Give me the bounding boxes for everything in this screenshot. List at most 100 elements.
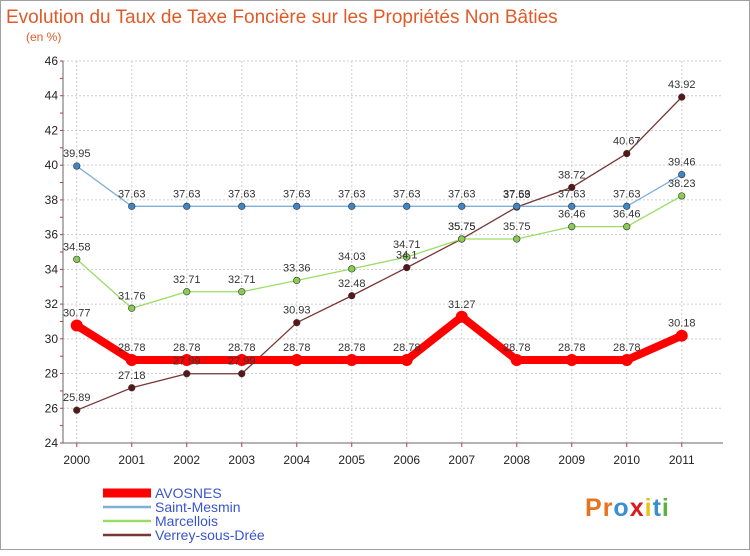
y-tick-label: 34 <box>45 262 59 276</box>
data-point <box>73 162 81 170</box>
data-point <box>70 319 83 332</box>
data-point <box>678 192 686 200</box>
data-point <box>348 265 356 273</box>
data-label: 35.75 <box>448 221 476 233</box>
data-label: 28.78 <box>228 342 256 354</box>
x-tick-label: 2002 <box>173 453 200 467</box>
data-point <box>125 354 138 367</box>
data-label: 39.46 <box>668 157 696 169</box>
y-tick-label: 46 <box>45 54 59 68</box>
data-label: 37.63 <box>393 188 421 200</box>
x-tick-label: 2003 <box>228 453 255 467</box>
data-label: 37.59 <box>503 189 531 201</box>
data-label: 28.78 <box>503 342 531 354</box>
data-label: 37.63 <box>338 188 366 200</box>
legend-label: Marcellois <box>155 513 218 529</box>
data-point <box>678 170 686 179</box>
series-group <box>70 93 688 414</box>
data-point <box>348 292 356 300</box>
data-point <box>180 354 193 367</box>
data-point <box>458 202 466 210</box>
data-point <box>678 93 686 101</box>
data-label: 28.78 <box>338 342 366 354</box>
data-point <box>513 202 521 210</box>
data-point <box>128 304 136 312</box>
data-point <box>238 370 246 378</box>
legend-label: Saint-Mesmin <box>155 499 241 515</box>
logo-text: Proxiti <box>585 494 670 522</box>
data-point <box>293 276 301 285</box>
data-label: 40.67 <box>613 136 641 148</box>
y-tick-label: 32 <box>45 297 59 311</box>
data-label: 37.63 <box>558 188 586 200</box>
data-label: 27.99 <box>228 356 256 368</box>
data-point <box>183 288 191 296</box>
data-label: 30.93 <box>283 305 311 317</box>
data-label: 36.46 <box>613 209 641 221</box>
data-point <box>620 354 633 367</box>
x-tick-label: 2004 <box>283 453 310 467</box>
data-label: 37.63 <box>448 188 476 200</box>
data-label: 28.78 <box>558 342 586 354</box>
data-label: 39.95 <box>63 148 91 160</box>
data-point <box>238 288 246 296</box>
data-point <box>238 202 246 210</box>
x-tick-label: 2006 <box>393 453 420 467</box>
data-point <box>345 354 358 367</box>
data-label: 30.18 <box>668 318 696 330</box>
data-label: 37.63 <box>613 188 641 200</box>
grid <box>63 60 723 444</box>
data-point <box>293 319 301 327</box>
x-tick-label: 2001 <box>118 453 145 467</box>
series-line-1 <box>76 165 683 207</box>
data-label: 28.78 <box>613 342 641 354</box>
legend: AVOSNESSaint-MesminMarcelloisVerrey-sous… <box>103 485 265 543</box>
data-point <box>348 202 356 210</box>
data-point <box>510 354 523 367</box>
y-tick-label: 44 <box>45 89 59 103</box>
data-point <box>458 235 466 243</box>
data-point <box>235 354 248 367</box>
data-label: 38.72 <box>558 169 586 181</box>
y-tick-label: 24 <box>45 436 59 450</box>
data-point <box>455 310 468 323</box>
data-point <box>183 370 191 378</box>
data-point <box>623 149 631 158</box>
x-tick-label: 2000 <box>63 453 90 467</box>
data-label: 28.78 <box>118 342 146 354</box>
data-label: 35.75 <box>448 221 476 233</box>
y-tick-label: 36 <box>45 228 59 242</box>
data-label: 34.03 <box>338 251 366 263</box>
data-point <box>513 235 521 243</box>
data-label: 32.71 <box>228 274 256 286</box>
x-tick-label: 2009 <box>558 453 585 467</box>
data-point <box>183 202 191 210</box>
data-label: 32.71 <box>173 274 201 286</box>
proxiti-logo: Proxiti <box>585 494 670 522</box>
data-label: 33.36 <box>283 262 311 274</box>
data-point <box>400 354 413 367</box>
x-tick-label: 2011 <box>669 453 695 467</box>
chart-subtitle: (en %) <box>26 30 61 44</box>
data-point <box>623 202 631 210</box>
y-tick-label: 26 <box>45 401 59 415</box>
y-tick-label: 42 <box>45 123 59 137</box>
data-label: 25.89 <box>63 392 91 404</box>
data-label: 31.76 <box>118 290 146 302</box>
data-label: 28.78 <box>173 342 201 354</box>
x-tick-label: 2010 <box>613 453 640 467</box>
data-point <box>675 329 688 342</box>
chart-title: Evolution du Taux de Taxe Foncière sur l… <box>6 7 558 28</box>
data-label: 27.99 <box>173 356 201 368</box>
data-label: 37.63 <box>283 188 311 200</box>
data-point <box>565 354 578 367</box>
data-point <box>568 223 576 231</box>
data-point <box>290 354 303 367</box>
series-line-3 <box>76 96 683 411</box>
data-label: 28.78 <box>283 342 311 354</box>
series-line-2 <box>76 195 683 309</box>
x-tick-label: 2008 <box>503 453 530 467</box>
y-tick-label: 40 <box>45 158 59 172</box>
